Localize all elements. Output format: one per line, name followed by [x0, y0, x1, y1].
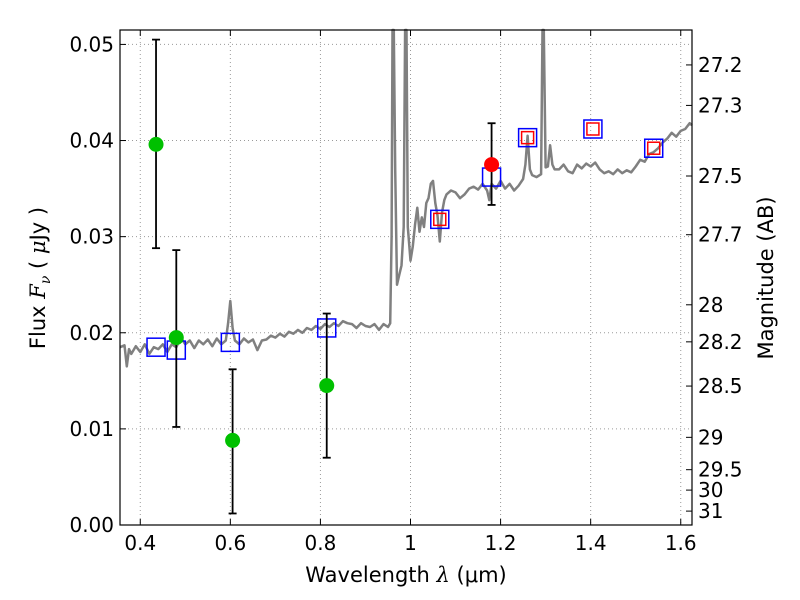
data-point-circle: [225, 432, 241, 448]
x-tick-label: 1: [404, 531, 417, 555]
observed-square-marker: [520, 130, 535, 145]
model-square-marker: [517, 127, 538, 148]
y2-tick-label: 27.5: [698, 164, 743, 188]
y-tick-label: 0.02: [69, 321, 114, 345]
x-tick-label: 1.6: [665, 531, 697, 555]
plot-series: [119, 28, 693, 515]
y2-tick-label: 28.2: [698, 330, 743, 354]
plot-frame: [119, 29, 693, 526]
y2-tick-label: 30: [698, 478, 723, 502]
model-square-marker: [643, 138, 664, 158]
y-axis-title: Flux Fν ( μJy ): [26, 207, 54, 349]
data-point-circle: [148, 136, 164, 152]
y2-tick-label: 29: [698, 425, 723, 449]
y2-tick-label: 31: [698, 499, 723, 523]
x-tick-label: 0.4: [124, 531, 156, 555]
x-tick-label: 0.6: [214, 531, 246, 555]
y2-tick-label: 29.5: [698, 458, 743, 482]
y2-tick-label: 28.5: [698, 374, 743, 398]
y2-tick-label: 27.3: [698, 93, 743, 117]
model-square-marker: [430, 209, 450, 230]
observed-square-marker: [433, 212, 447, 227]
spectrum-line: [119, 28, 693, 368]
axis-ticks: 0.4 0.6 0.8 1 1.2 1.4 1.6 0.00 0.01 0.02 0.03 0.04 0…: [69, 30, 743, 555]
x-tick-label: 0.8: [305, 531, 337, 555]
x-tick-label: 1.2: [485, 531, 517, 555]
x-axis-title: Wavelength λ (μm): [305, 563, 506, 587]
model-square-marker: [146, 337, 166, 357]
data-point-circle: [319, 378, 335, 394]
observed-square-marker: [586, 122, 600, 136]
y-tick-label: 0.01: [69, 417, 114, 441]
y2-tick-label: 27.7: [698, 223, 743, 247]
model-square-marker: [583, 119, 603, 139]
observed-square-marker: [646, 141, 661, 155]
x-tick-label: 1.4: [575, 531, 607, 555]
y2-tick-label: 28: [698, 293, 723, 317]
y2-tick-label: 27.2: [698, 53, 743, 77]
y-tick-label: 0.00: [69, 513, 114, 537]
data-point-circle: [168, 330, 184, 346]
y-tick-label: 0.05: [69, 32, 114, 56]
data-point-circle: [484, 157, 500, 173]
model-square-marker: [220, 332, 241, 353]
y-tick-label: 0.03: [69, 225, 114, 249]
y2-axis-title: Magnitude (AB): [754, 196, 778, 359]
y-tick-label: 0.04: [69, 129, 114, 153]
